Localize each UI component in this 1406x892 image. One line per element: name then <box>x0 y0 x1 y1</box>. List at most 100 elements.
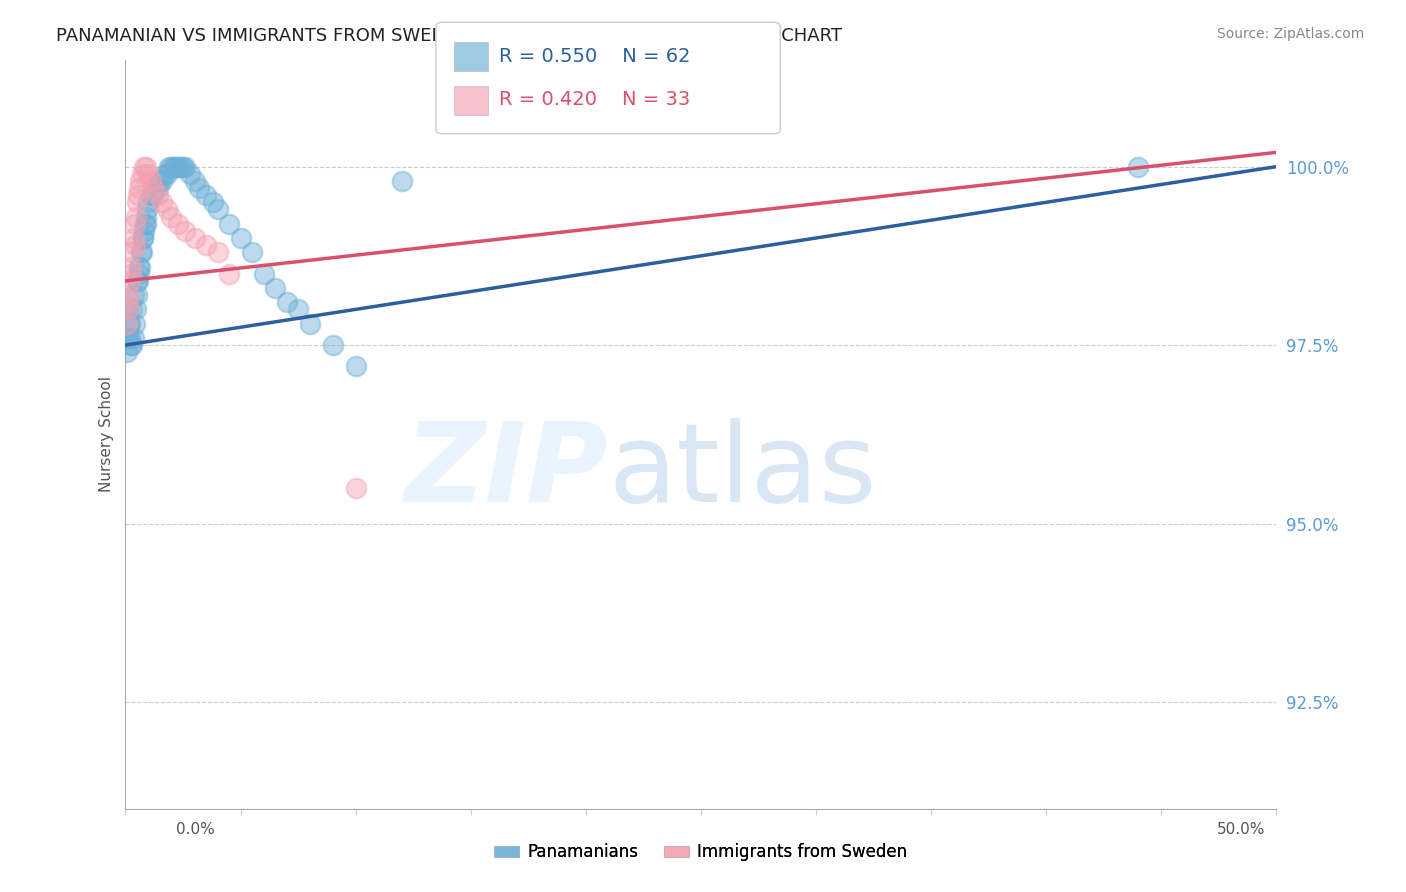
Point <box>142 188 165 202</box>
Point <box>344 481 367 495</box>
Point <box>142 181 165 195</box>
Point <box>128 267 150 281</box>
Point <box>120 274 142 288</box>
Point <box>165 160 187 174</box>
Point <box>135 217 157 231</box>
Point <box>172 160 194 174</box>
Point <box>120 267 142 281</box>
Point <box>150 195 173 210</box>
Text: R = 0.550    N = 62: R = 0.550 N = 62 <box>499 46 690 66</box>
Point <box>183 174 205 188</box>
Point <box>125 210 148 224</box>
Point <box>136 202 159 217</box>
Point <box>118 288 141 302</box>
Text: PANAMANIAN VS IMMIGRANTS FROM SWEDEN NURSERY SCHOOL CORRELATION CHART: PANAMANIAN VS IMMIGRANTS FROM SWEDEN NUR… <box>56 27 842 45</box>
Point <box>218 217 240 231</box>
Point <box>229 231 252 245</box>
Point <box>207 202 229 217</box>
Point <box>135 160 157 174</box>
Point <box>132 224 155 238</box>
Point <box>120 338 142 352</box>
Point <box>195 238 218 252</box>
Point <box>391 174 413 188</box>
Point <box>115 345 138 359</box>
Point <box>127 188 149 202</box>
Point <box>131 167 153 181</box>
Point <box>264 281 287 295</box>
Point <box>124 217 146 231</box>
Point <box>122 231 145 245</box>
Point <box>146 188 169 202</box>
Point <box>276 295 298 310</box>
Point <box>160 160 183 174</box>
Y-axis label: Nursery School: Nursery School <box>100 376 114 492</box>
Point <box>287 302 309 317</box>
Point <box>122 331 145 345</box>
Point <box>132 160 155 174</box>
Point <box>121 302 143 317</box>
Point <box>118 317 141 331</box>
Point <box>322 338 344 352</box>
Point <box>207 245 229 260</box>
Text: atlas: atlas <box>609 418 877 525</box>
Point <box>118 317 141 331</box>
Point <box>125 288 148 302</box>
Point <box>145 181 167 195</box>
Point <box>163 160 186 174</box>
Point <box>298 317 321 331</box>
Point <box>174 224 197 238</box>
Point <box>138 195 160 210</box>
Point <box>344 359 367 374</box>
Point <box>139 174 162 188</box>
Point <box>1126 160 1149 174</box>
Point <box>128 260 150 274</box>
Text: R = 0.420    N = 33: R = 0.420 N = 33 <box>499 90 690 110</box>
Point <box>125 195 148 210</box>
Point <box>122 288 145 302</box>
Text: Source: ZipAtlas.com: Source: ZipAtlas.com <box>1216 27 1364 41</box>
Point <box>135 210 157 224</box>
Point <box>149 174 172 188</box>
Point <box>124 238 146 252</box>
Point <box>156 167 179 181</box>
Legend: Panamanians, Immigrants from Sweden: Panamanians, Immigrants from Sweden <box>488 837 914 868</box>
Point <box>125 302 148 317</box>
Point <box>139 188 162 202</box>
Point <box>167 160 190 174</box>
Point <box>174 160 197 174</box>
Point <box>218 267 240 281</box>
Point <box>127 274 149 288</box>
Point <box>240 245 263 260</box>
Point <box>138 167 160 181</box>
Point <box>150 174 173 188</box>
Point <box>129 260 152 274</box>
Point <box>121 338 143 352</box>
Point <box>120 331 142 345</box>
Point <box>117 295 139 310</box>
Point <box>157 160 180 174</box>
Point <box>153 167 176 181</box>
Point <box>156 202 179 217</box>
Point <box>120 260 142 274</box>
Point <box>117 302 139 317</box>
Point <box>134 217 156 231</box>
Text: ZIP: ZIP <box>405 418 609 525</box>
Point <box>124 317 146 331</box>
Point <box>129 174 152 188</box>
Point <box>146 181 169 195</box>
Text: 0.0%: 0.0% <box>176 822 215 837</box>
Point <box>132 231 155 245</box>
Point <box>132 231 155 245</box>
Point <box>121 245 143 260</box>
Point <box>115 317 138 331</box>
Point <box>128 181 150 195</box>
Point <box>117 331 139 345</box>
Point <box>252 267 274 281</box>
Point <box>170 160 193 174</box>
Point <box>179 167 201 181</box>
Point <box>129 245 152 260</box>
Point <box>117 302 139 317</box>
Point <box>167 217 190 231</box>
Point <box>195 188 218 202</box>
Point <box>125 274 148 288</box>
